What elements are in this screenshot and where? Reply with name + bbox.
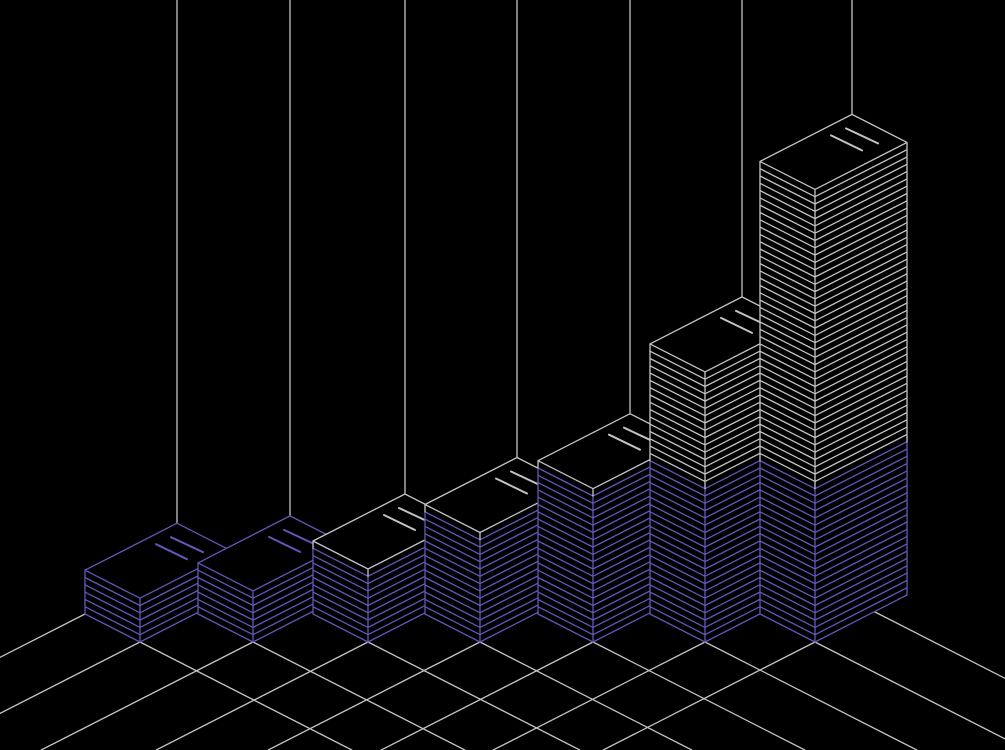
top-mark (845, 127, 879, 145)
floor-line (492, 641, 706, 750)
floor-line (592, 641, 806, 750)
top-mark (383, 514, 416, 531)
floor-line (814, 641, 1005, 740)
floor-line (479, 641, 693, 750)
floor-line (267, 641, 481, 750)
floor-line (0, 641, 141, 715)
floor-grid (0, 611, 1005, 750)
layer-stack (84, 0, 233, 643)
floor-line (139, 641, 353, 750)
layer-stacks (84, 0, 908, 643)
top-mark (720, 316, 753, 334)
top-face-edge (759, 113, 908, 162)
top-mark (155, 543, 188, 561)
stack-body (313, 494, 460, 642)
top-mark (495, 477, 528, 495)
top-mark (283, 528, 317, 546)
stack-body (85, 523, 232, 642)
floor-line (40, 641, 254, 750)
top-mark (608, 433, 641, 451)
layer-stack (759, 0, 908, 643)
top-mark (268, 535, 301, 553)
floor-line (602, 641, 816, 750)
floor-line (252, 641, 466, 750)
floor-line (380, 641, 594, 750)
top-face-edge (84, 522, 233, 571)
floor-line (704, 641, 918, 750)
top-mark (830, 134, 863, 152)
floor-line (367, 641, 581, 750)
floor-line (0, 613, 86, 658)
top-mark (170, 536, 204, 554)
floor-line (155, 641, 369, 750)
layer-stack (537, 0, 686, 643)
floor-line (874, 611, 1005, 679)
layer-stack (312, 0, 461, 643)
